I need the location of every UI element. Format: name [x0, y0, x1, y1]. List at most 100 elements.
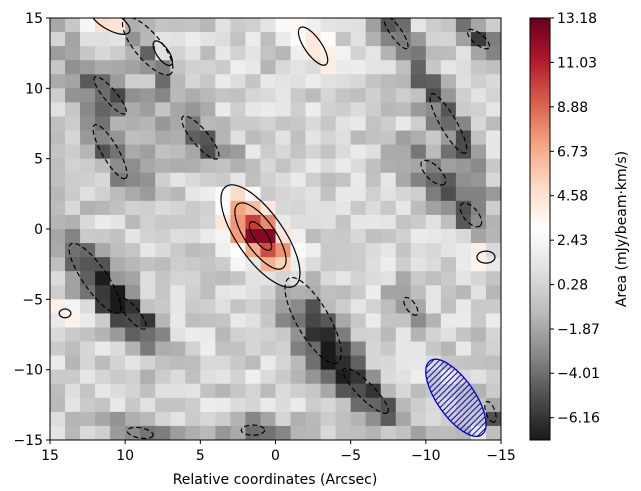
- contour-positive: [297, 26, 329, 66]
- heatmap-cell: [80, 116, 96, 132]
- heatmap-cell: [425, 313, 442, 329]
- heatmap-cell: [245, 144, 262, 160]
- heatmap-cell: [455, 88, 472, 103]
- heatmap-cell: [455, 285, 472, 300]
- heatmap-cell: [440, 116, 457, 132]
- heatmap-cell: [125, 383, 141, 399]
- colorbar-tick-label: −1.87: [557, 322, 600, 338]
- heatmap-cell: [485, 383, 501, 399]
- heatmap-cell: [170, 327, 186, 343]
- heatmap-cell: [185, 214, 201, 230]
- contour-negative: [420, 159, 447, 186]
- heatmap-cell: [80, 243, 96, 258]
- heatmap-cell: [425, 74, 442, 89]
- heatmap-cell: [185, 257, 201, 272]
- heatmap-cell: [50, 32, 66, 47]
- heatmap-cell: [260, 369, 277, 385]
- heatmap-cell: [395, 355, 412, 371]
- heatmap-cell: [50, 243, 66, 258]
- heatmap-cell: [245, 172, 262, 188]
- heatmap-cell: [470, 229, 487, 244]
- heatmap-cell: [440, 74, 457, 89]
- heatmap-cell: [440, 299, 457, 314]
- heatmap-cell: [275, 411, 292, 427]
- heatmap-cell: [215, 172, 231, 188]
- x-tick-label: −5: [340, 448, 361, 464]
- heatmap-cell: [275, 116, 292, 132]
- heatmap-cell: [380, 327, 397, 343]
- heatmap-cell: [155, 313, 171, 329]
- heatmap-cell: [380, 243, 397, 258]
- heatmap-cell: [215, 411, 231, 427]
- heatmap-cell: [335, 172, 352, 188]
- heatmap-cell: [125, 257, 141, 272]
- heatmap-cell: [155, 243, 171, 258]
- heatmap-cell: [380, 229, 397, 244]
- heatmap-cell: [290, 369, 307, 385]
- heatmap-cell: [245, 200, 262, 216]
- y-tick-label: 0: [34, 222, 43, 238]
- heatmap-cell: [290, 172, 307, 188]
- heatmap-cell: [335, 18, 352, 33]
- heatmap-cell: [410, 74, 427, 89]
- heatmap-cell: [320, 60, 337, 75]
- heatmap-cell: [335, 186, 352, 202]
- heatmap-cell: [290, 383, 307, 399]
- heatmap-cell: [470, 200, 487, 216]
- heatmap-cell: [290, 102, 307, 118]
- heatmap-cell: [425, 186, 442, 202]
- heatmap-cell: [185, 411, 201, 427]
- heatmap-cell: [335, 102, 352, 118]
- heatmap-cell: [110, 313, 126, 329]
- heatmap-cell: [335, 369, 352, 385]
- heatmap-cell: [110, 383, 126, 399]
- heatmap-cell: [155, 172, 171, 188]
- heatmap-cell: [395, 88, 412, 103]
- heatmap-cell: [65, 116, 81, 132]
- heatmap-cell: [470, 130, 487, 146]
- heatmap-cell: [245, 74, 262, 89]
- heatmap-cell: [215, 60, 231, 75]
- heatmap-cell: [50, 327, 66, 343]
- heatmap-cell: [125, 411, 141, 427]
- heatmap-cell: [380, 186, 397, 202]
- heatmap-cell: [470, 257, 487, 272]
- heatmap-cell: [155, 102, 171, 118]
- heatmap-cell: [125, 172, 141, 188]
- heatmap-cell: [155, 60, 171, 75]
- heatmap-cell: [455, 60, 472, 75]
- heatmap-cell: [425, 397, 442, 413]
- heatmap-cell: [155, 200, 171, 216]
- heatmap-cell: [110, 144, 126, 160]
- heatmap-cell: [290, 200, 307, 216]
- heatmap-cell: [410, 397, 427, 413]
- heatmap-cell: [320, 425, 337, 440]
- heatmap-cell: [275, 18, 292, 33]
- heatmap-cell: [290, 341, 307, 357]
- heatmap-cell: [275, 243, 292, 258]
- heatmap-cell: [95, 271, 111, 286]
- heatmap-cell: [440, 327, 457, 343]
- heatmap-cell: [50, 383, 66, 399]
- heatmap-cell: [230, 144, 247, 160]
- heatmap-cell: [485, 74, 501, 89]
- heatmap-cell: [185, 102, 201, 118]
- heatmap-cell: [200, 425, 216, 440]
- heatmap-cell: [170, 369, 186, 385]
- heatmap-cell: [170, 214, 186, 230]
- heatmap-cell: [275, 144, 292, 160]
- heatmap-cell: [365, 243, 382, 258]
- heatmap-cell: [230, 74, 247, 89]
- heatmap-cell: [485, 341, 501, 357]
- heatmap-cell: [455, 18, 472, 33]
- heatmap-cell: [410, 144, 427, 160]
- heatmap-cell: [95, 158, 111, 174]
- heatmap-cell: [50, 355, 66, 371]
- heatmap-cell: [50, 74, 66, 89]
- heatmap-cell: [290, 425, 307, 440]
- heatmap-cell: [350, 214, 367, 230]
- contour-positive: [476, 250, 496, 264]
- heatmap-cell: [365, 257, 382, 272]
- heatmap-cell: [335, 397, 352, 413]
